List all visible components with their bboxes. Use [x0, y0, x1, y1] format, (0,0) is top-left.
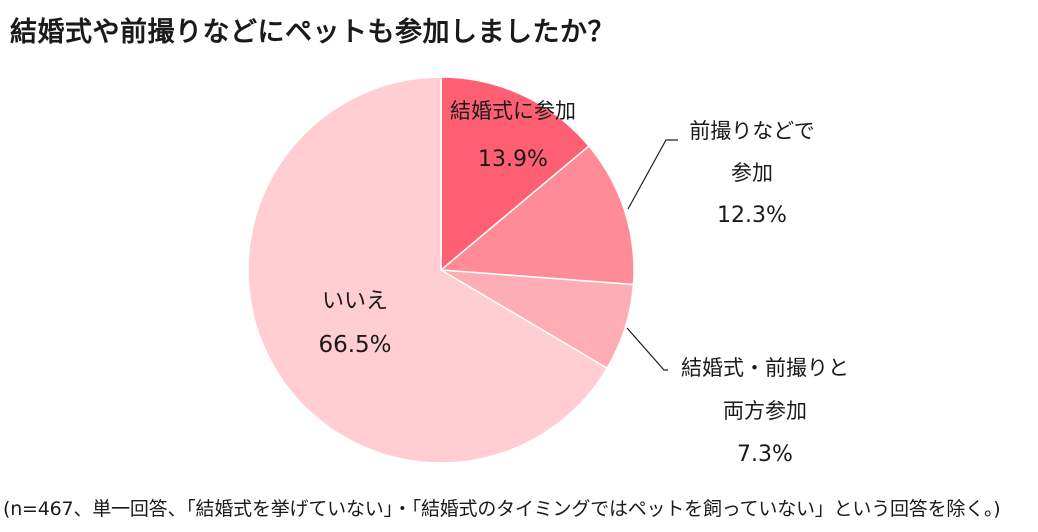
slice-label-2: 前撮りなどで — [689, 119, 815, 143]
pie-slice-1 — [440, 76, 590, 272]
slice-value-2: 12.3% — [717, 203, 787, 228]
leader-line-2 — [627, 139, 678, 210]
pie-slice-4 — [247, 76, 609, 464]
leader-line-3 — [626, 327, 668, 371]
slice-value-3: 7.3% — [737, 442, 793, 467]
footnote: (n=467、単一回答、「結婚式を挙げていない」・「結婚式のタイミングではペット… — [3, 498, 1001, 520]
pie-slice-2 — [439, 144, 635, 286]
slice-label-2: 参加 — [731, 161, 773, 185]
slice-value-1: 13.9% — [478, 147, 548, 172]
slice-label-1: 結婚式に参加 — [450, 99, 576, 123]
pie-slices — [247, 76, 635, 464]
slice-label-3: 両方参加 — [723, 399, 807, 423]
leader-lines — [626, 139, 678, 371]
slice-label-4: いいえ — [322, 289, 388, 314]
chart-title: 結婚式や前撮りなどにペットも参加しましたか？ — [10, 17, 615, 48]
slice-label-3: 結婚式・前撮りと — [681, 356, 849, 380]
slice-value-4: 66.5% — [318, 332, 391, 358]
